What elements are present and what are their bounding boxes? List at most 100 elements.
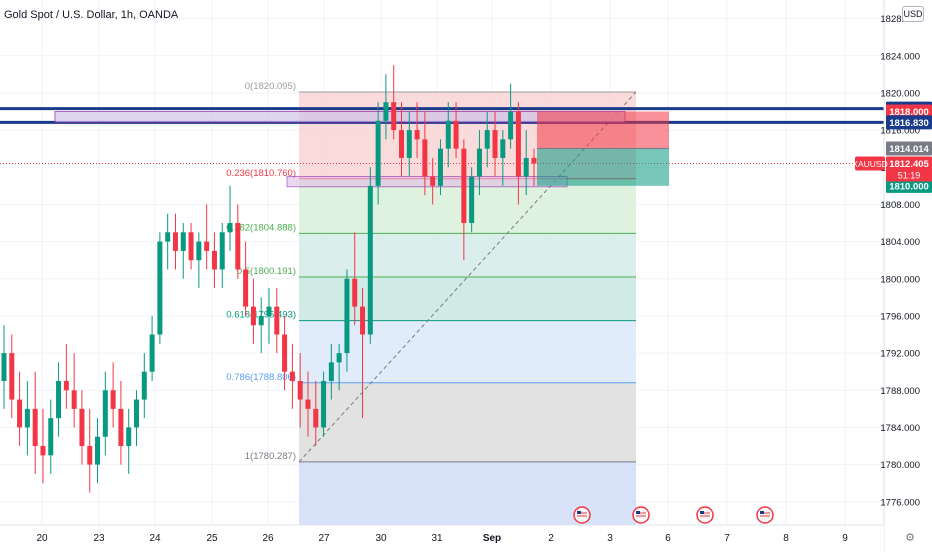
- candle-body: [305, 399, 311, 409]
- ticker-tag-text: XAUUSD: [852, 159, 887, 169]
- candle-body: [282, 334, 288, 372]
- candle-body: [48, 418, 54, 456]
- candle-body: [250, 306, 256, 326]
- fib-zone: [299, 233, 636, 277]
- fib-level-label: 1(1780.287): [245, 451, 296, 462]
- candle-body: [266, 306, 272, 316]
- candle-body: [430, 176, 436, 186]
- time-tick-label: 20: [36, 533, 48, 544]
- candle-body: [453, 120, 459, 149]
- candle-body: [9, 353, 15, 400]
- fib-zone: [299, 320, 636, 383]
- time-axis[interactable]: 20 23 24 25 26 27 30 31 Sep 2 3 6 7 8 9 ⚙: [0, 524, 915, 550]
- candle-body: [375, 120, 381, 186]
- price-tick-label: 1784.000: [880, 423, 920, 434]
- range-box-small: [286, 176, 568, 188]
- price-badge-text: 1816.830: [889, 118, 929, 129]
- candle-body: [289, 371, 295, 381]
- time-tick-label: 27: [318, 533, 330, 544]
- price-tick-label: 1776.000: [880, 497, 920, 508]
- candle-body: [484, 130, 490, 149]
- candle-body: [336, 353, 342, 363]
- candle-body: [118, 408, 124, 447]
- candle-body: [328, 362, 334, 381]
- us-event-flag-icon: [573, 506, 591, 524]
- candle-body: [87, 446, 93, 465]
- countdown-badge: [886, 169, 932, 182]
- candle-body: [523, 157, 529, 177]
- candle-body: [437, 148, 443, 186]
- candle-body: [391, 102, 397, 131]
- price-badge-text: 1810.000: [889, 181, 929, 192]
- currency-badge[interactable]: USD: [902, 6, 924, 22]
- candle-body: [515, 111, 521, 177]
- price-tick-label: 1820.000: [880, 88, 920, 99]
- candle-body: [344, 278, 350, 354]
- time-tick-label: 3: [607, 533, 613, 544]
- us-event-flag-icon: [756, 506, 774, 524]
- candles: [1, 65, 537, 493]
- price-axis[interactable]: 1776.000 1780.000 1784.000 1788.000 1792.000…: [852, 0, 932, 550]
- price-badge: [886, 156, 932, 171]
- candle-body: [95, 436, 101, 465]
- price-tick-label: 1796.000: [880, 311, 920, 322]
- time-tick-label: 2: [548, 533, 554, 544]
- candle-body: [204, 241, 210, 251]
- gear-icon: ⚙: [905, 532, 915, 544]
- candle-body: [445, 120, 451, 149]
- price-badge: [886, 115, 932, 130]
- economic-events[interactable]: [573, 506, 774, 524]
- price-tick-label: 1780.000: [880, 460, 920, 471]
- candle-body: [508, 111, 514, 140]
- candle-body: [406, 130, 412, 158]
- candle-body: [17, 399, 23, 428]
- candle-body: [24, 408, 30, 428]
- price-tick-label: 1788.000: [880, 386, 920, 397]
- candle-body: [422, 139, 428, 177]
- flag-field: [760, 511, 770, 519]
- candle-body: [196, 241, 202, 261]
- flag-canton: [577, 511, 581, 514]
- time-tick-label: 6: [665, 533, 671, 544]
- candle-body: [399, 130, 404, 158]
- price-badge-text: 1818.000: [889, 107, 929, 118]
- candle-body: [243, 269, 249, 307]
- fib-zone: [299, 382, 636, 462]
- us-event-flag-icon: [632, 506, 650, 524]
- candle-body: [360, 306, 366, 335]
- price-tick-label: 1792.000: [880, 349, 920, 360]
- candle-body: [149, 334, 155, 372]
- time-tick-label: 26: [262, 533, 274, 544]
- fib-zone: [299, 178, 636, 234]
- fib-zone: [299, 276, 636, 321]
- candle-body: [219, 232, 225, 270]
- candle-body: [500, 139, 506, 158]
- price-axis-bg: [884, 0, 932, 550]
- time-tick-label: 30: [375, 533, 387, 544]
- candle-body: [531, 157, 537, 164]
- candle-body: [165, 232, 171, 242]
- candle-body: [180, 232, 186, 251]
- price-tick-label: 1808.000: [880, 200, 920, 211]
- candle-body: [1, 353, 7, 381]
- fib-level-label: 0.236(1810.760): [226, 168, 296, 179]
- flag-canton: [636, 511, 640, 514]
- price-badge-text: 1812.405: [889, 159, 929, 170]
- time-tick-label: 8: [783, 533, 789, 544]
- price-badge: [886, 104, 932, 119]
- candle-body: [235, 223, 241, 270]
- time-tick-label: 9: [842, 533, 848, 544]
- ticker-tag: [855, 156, 885, 171]
- fib-level-label: 0.382(1804.888): [226, 222, 296, 233]
- candle-body: [492, 130, 498, 158]
- fib-level-label: 0.5(1800.191): [237, 266, 296, 277]
- time-tick-label: 24: [149, 533, 161, 544]
- price-badge: [886, 141, 932, 156]
- short-position-tool[interactable]: [537, 111, 669, 186]
- candle-body: [141, 371, 147, 400]
- time-tick-label: Sep: [483, 533, 501, 544]
- candle-body: [32, 408, 38, 447]
- candle-body: [40, 446, 46, 456]
